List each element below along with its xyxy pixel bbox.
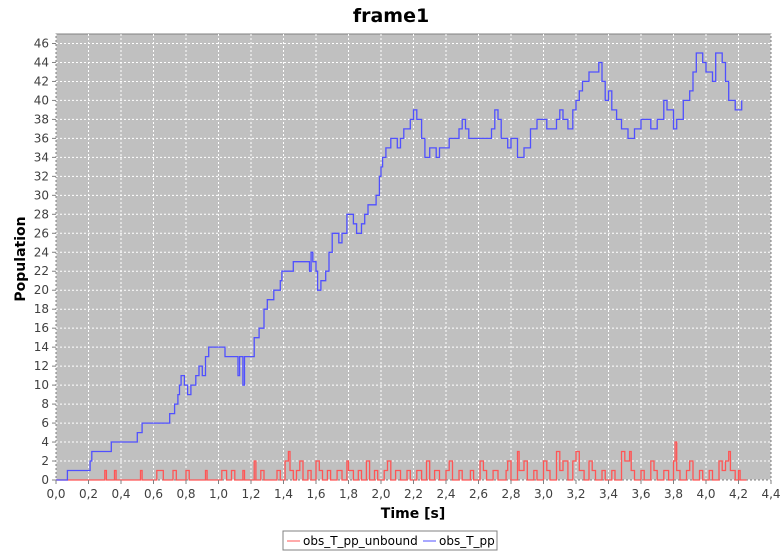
y-tick-label: 14 (34, 340, 49, 354)
x-tick-label: 0,4 (111, 487, 130, 501)
x-axis: 0,0 0,2 0,4 0,6 0,8 1,0 1,2 1,4 1,6 1,8 2,0 2,2 2,4 2… (46, 480, 781, 501)
y-tick-label: 46 (34, 36, 49, 50)
y-tick-label: 0 (41, 473, 49, 487)
y-tick-label: 8 (41, 397, 49, 411)
x-tick-label: 1,8 (339, 487, 358, 501)
y-tick-label: 6 (41, 416, 49, 430)
y-tick-label: 44 (34, 55, 49, 69)
x-tick-label: 0,0 (46, 487, 65, 501)
y-tick-label: 26 (34, 226, 49, 240)
x-tick-label: 3,2 (566, 487, 585, 501)
x-tick-label: 1,2 (241, 487, 260, 501)
legend-label-obs-t-pp: obs_T_pp (439, 534, 495, 548)
y-tick-label: 30 (34, 188, 49, 202)
y-tick-label: 16 (34, 321, 49, 335)
x-tick-label: 0,8 (176, 487, 195, 501)
x-tick-label: 4,2 (729, 487, 748, 501)
x-tick-label: 4,0 (696, 487, 715, 501)
y-tick-label: 28 (34, 207, 49, 221)
y-axis-label: Population (13, 216, 29, 301)
series-line-obs-t-pp (56, 52, 743, 481)
x-tick-label: 1,0 (209, 487, 228, 501)
y-tick-label: 40 (34, 93, 49, 107)
x-tick-label: 3,4 (599, 487, 618, 501)
y-tick-label: 4 (41, 435, 49, 449)
legend-label-obs-t-pp-unbound: obs_T_pp_unbound (303, 534, 418, 548)
x-tick-label: 3,0 (534, 487, 553, 501)
series-line-obs-t-pp-unbound (56, 441, 747, 481)
y-tick-label: 22 (34, 264, 49, 278)
y-tick-label: 38 (34, 112, 49, 126)
x-tick-label: 2,4 (436, 487, 455, 501)
y-tick-label: 12 (34, 359, 49, 373)
series-group (56, 52, 747, 481)
y-tick-label: 32 (34, 169, 49, 183)
x-tick-label: 0,6 (144, 487, 163, 501)
legend-box (282, 530, 498, 551)
x-tick-label: 0,2 (79, 487, 98, 501)
y-tick-label: 36 (34, 131, 49, 145)
chart-title: frame1 (353, 5, 429, 27)
x-tick-label: 1,6 (306, 487, 325, 501)
x-tick-label: 3,8 (664, 487, 683, 501)
x-axis-label: Time [s] (381, 506, 445, 522)
x-tick-label: 2,6 (469, 487, 488, 501)
x-tick-label: 2,8 (501, 487, 520, 501)
x-tick-label: 4,4 (761, 487, 780, 501)
x-tick-label: 2,2 (404, 487, 423, 501)
x-tick-label: 2,0 (371, 487, 390, 501)
y-tick-label: 34 (34, 150, 49, 164)
legend: obs_T_pp_unbound obs_T_pp (282, 530, 498, 551)
y-axis: 0246810121416182022242628303234363840424… (34, 36, 56, 487)
y-tick-label: 2 (41, 454, 49, 468)
x-tick-label: 3,6 (631, 487, 650, 501)
y-tick-label: 42 (34, 74, 49, 88)
y-tick-label: 18 (34, 302, 49, 316)
y-tick-label: 10 (34, 378, 49, 392)
y-tick-label: 20 (34, 283, 49, 297)
y-tick-label: 24 (34, 245, 49, 259)
x-tick-label: 1,4 (274, 487, 293, 501)
